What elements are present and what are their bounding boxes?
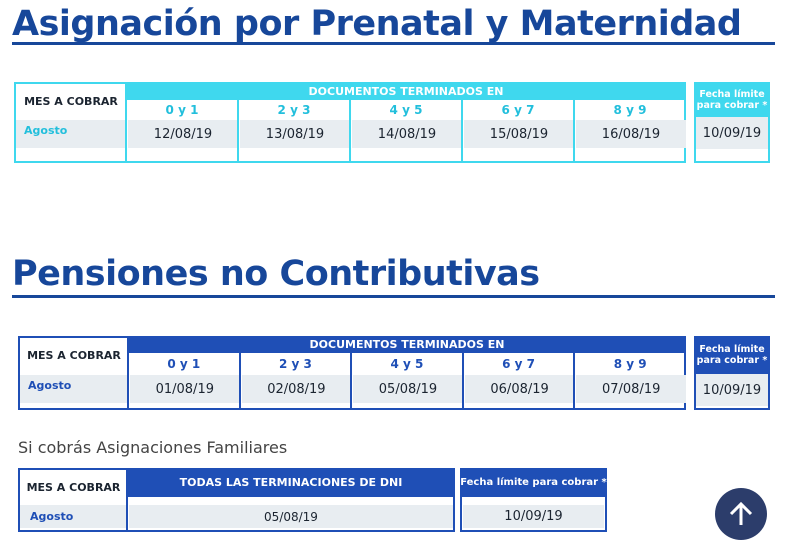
month-row-bg bbox=[16, 120, 126, 148]
column-divider bbox=[238, 353, 241, 410]
left-divider bbox=[125, 82, 127, 163]
deadline-header: Fecha límite para cobrar * bbox=[460, 468, 607, 497]
column-label: 6 y 7 bbox=[502, 357, 536, 371]
column-label: 2 y 3 bbox=[278, 357, 312, 371]
title-underline bbox=[12, 42, 775, 45]
date-cell: 01/08/19 bbox=[130, 375, 240, 403]
scroll-top-button[interactable] bbox=[715, 488, 767, 540]
month: Agosto bbox=[24, 123, 68, 137]
column-divider bbox=[573, 353, 576, 410]
column-label: 6 y 7 bbox=[501, 103, 535, 117]
section-title: Asignación por Prenatal y Maternidad bbox=[12, 4, 742, 44]
date-cell: 07/08/19 bbox=[576, 375, 686, 403]
month: Agosto bbox=[28, 378, 72, 392]
left-divider bbox=[126, 468, 128, 532]
date-cell: 02/08/19 bbox=[241, 375, 352, 403]
column-label: 0 y 1 bbox=[167, 357, 201, 371]
date-cell: 15/08/19 bbox=[464, 120, 574, 148]
date-cell: 05/08/19 bbox=[129, 505, 453, 528]
deadline: 10/09/19 bbox=[696, 374, 768, 406]
left-divider bbox=[127, 336, 129, 410]
column-divider bbox=[237, 100, 239, 163]
column-divider bbox=[461, 100, 463, 163]
group-header: DOCUMENTOS TERMINADOS EN bbox=[126, 82, 686, 100]
deadline: 10/09/19 bbox=[696, 117, 768, 149]
column-divider bbox=[349, 100, 351, 163]
month: Agosto bbox=[30, 510, 74, 523]
month-row-bg bbox=[20, 375, 128, 403]
subtitle: Si cobrás Asignaciones Familiares bbox=[18, 437, 288, 457]
month-row-bg bbox=[20, 505, 127, 528]
column-divider bbox=[461, 353, 464, 410]
date-cell: 06/08/19 bbox=[464, 375, 575, 403]
column-divider bbox=[573, 100, 575, 163]
arrow-up-icon bbox=[729, 501, 753, 525]
deadline-header: Fecha límite para cobrar * bbox=[694, 336, 770, 374]
group-header: TODAS LAS TERMINACIONES DE DNI bbox=[127, 468, 455, 497]
date-cell: 05/08/19 bbox=[353, 375, 463, 403]
month-header: MES A COBRAR bbox=[27, 349, 121, 362]
column-label: 0 y 1 bbox=[165, 103, 199, 117]
date-cell: 13/08/19 bbox=[240, 120, 350, 148]
title-underline bbox=[12, 295, 775, 298]
column-label: 4 y 5 bbox=[389, 103, 423, 117]
column-divider bbox=[350, 353, 353, 410]
date-cell: 12/08/19 bbox=[128, 120, 238, 148]
column-label: 8 y 9 bbox=[613, 103, 647, 117]
deadline-header: Fecha límite para cobrar * bbox=[694, 82, 770, 117]
column-label: 2 y 3 bbox=[277, 103, 311, 117]
month-header: MES A COBRAR bbox=[24, 94, 118, 108]
section-title: Pensiones no Contributivas bbox=[12, 254, 540, 294]
month-header: MES A COBRAR bbox=[26, 480, 121, 494]
date-cell: 14/08/19 bbox=[352, 120, 462, 148]
deadline: 10/09/19 bbox=[463, 505, 604, 528]
group-header: DOCUMENTOS TERMINADOS EN bbox=[128, 336, 686, 353]
date-cell: 16/08/19 bbox=[576, 120, 686, 148]
column-label: 8 y 9 bbox=[613, 357, 647, 371]
column-label: 4 y 5 bbox=[390, 357, 424, 371]
